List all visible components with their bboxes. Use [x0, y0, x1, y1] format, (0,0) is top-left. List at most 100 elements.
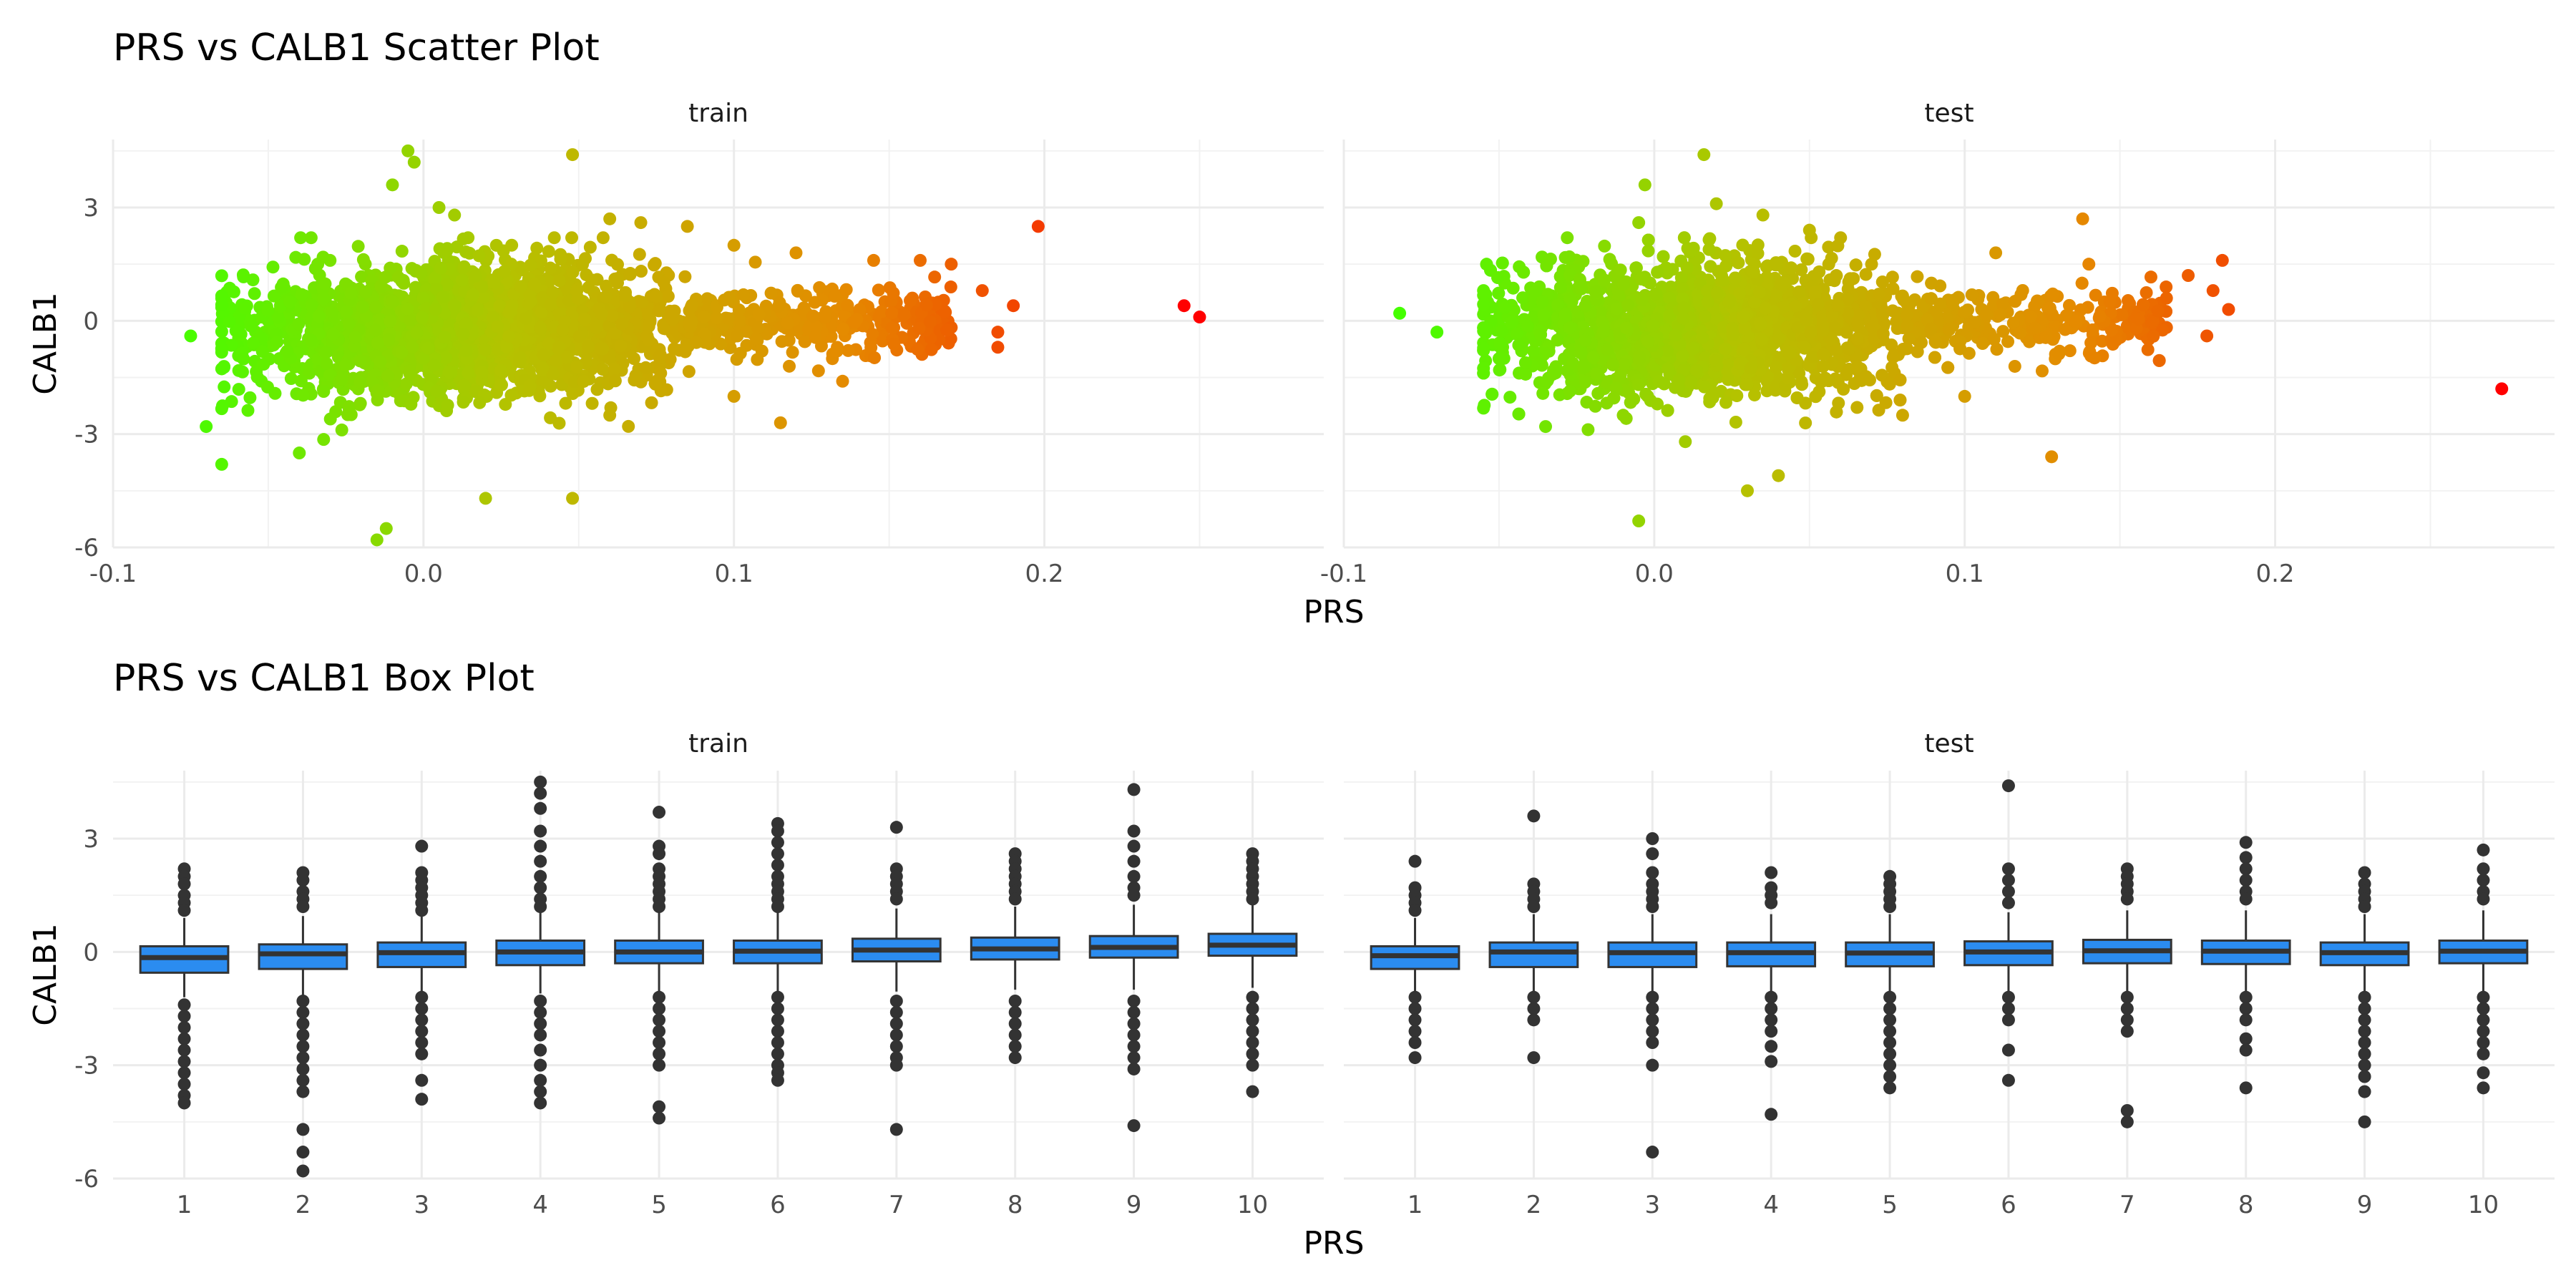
scatter-point — [544, 261, 557, 275]
scatter-point — [215, 342, 228, 356]
scatter-point — [1677, 231, 1691, 245]
scatter-point — [549, 353, 562, 367]
scatter-point — [701, 292, 714, 306]
scatter-point — [1679, 435, 1692, 449]
scatter-point — [1837, 382, 1850, 396]
scatter-point — [2052, 347, 2066, 361]
scatter-point — [774, 416, 787, 429]
scatter-point — [2144, 270, 2157, 284]
x-tick-label: 4 — [532, 1191, 548, 1219]
scatter-point — [904, 294, 917, 308]
scatter-point — [975, 284, 989, 298]
scatter-point — [2160, 291, 2173, 305]
scatter-point — [359, 286, 373, 299]
outlier-point — [177, 1055, 191, 1068]
outlier-point — [177, 1066, 191, 1080]
scatter-point — [791, 283, 804, 297]
box-x-axis-title: PRS — [1303, 1225, 1364, 1262]
scatter-point — [912, 321, 926, 335]
scatter-point — [275, 280, 288, 294]
scatter-point — [1850, 401, 1864, 414]
scatter-point — [887, 337, 901, 351]
scatter-point — [479, 343, 492, 357]
scatter-point — [237, 270, 250, 283]
scatter-point — [1830, 405, 1843, 419]
scatter-point — [1676, 349, 1689, 363]
scatter-point — [633, 248, 646, 261]
scatter-point — [1942, 323, 1956, 336]
scatter-point — [1953, 342, 1967, 356]
scatter-point — [2075, 276, 2089, 290]
scatter-point — [2014, 288, 2028, 301]
scatter-point — [369, 301, 383, 314]
scatter-point — [811, 364, 825, 378]
scatter-point — [806, 309, 820, 323]
scatter-point — [1789, 299, 1802, 313]
scatter-point — [1516, 291, 1530, 305]
scatter-point — [1800, 252, 1814, 265]
scatter-point — [1521, 319, 1535, 333]
scatter-point — [645, 396, 658, 409]
box-title: PRS vs CALB1 Box Plot — [113, 657, 535, 700]
scatter-point — [1684, 375, 1697, 389]
scatter-point — [502, 305, 516, 318]
scatter-point — [1843, 272, 1857, 286]
scatter-point — [1638, 178, 1652, 192]
scatter-point — [395, 245, 409, 258]
outlier-point — [296, 1051, 310, 1065]
scatter-point — [1493, 364, 1506, 377]
scatter-point — [391, 270, 405, 284]
scatter-point — [1795, 378, 1809, 391]
scatter-y-axis-title: CALB1 — [27, 292, 64, 395]
scatter-point — [403, 364, 416, 378]
scatter-point — [497, 265, 511, 278]
scatter-point — [1802, 223, 1816, 237]
scatter-point — [1870, 389, 1883, 402]
scatter-point — [2093, 310, 2107, 323]
scatter-point — [1893, 373, 1907, 386]
scatter-point — [1872, 288, 1885, 301]
scatter-point — [457, 379, 471, 392]
scatter-point — [304, 231, 318, 245]
scatter-point — [2206, 284, 2220, 298]
scatter-point — [1193, 311, 1206, 324]
scatter-point — [1610, 302, 1624, 316]
scatter-point — [1925, 276, 1938, 290]
scatter-point — [1756, 208, 1770, 222]
scatter-point — [1495, 324, 1508, 338]
scatter-point — [2035, 364, 2049, 378]
scatter-point — [320, 356, 333, 370]
scatter-point — [556, 323, 570, 336]
scatter-point — [1601, 343, 1614, 357]
scatter-point — [608, 362, 621, 376]
scatter-point — [1830, 343, 1843, 357]
scatter-point — [304, 333, 318, 347]
scatter-point — [448, 208, 462, 222]
scatter-point — [386, 178, 399, 192]
scatter-point — [353, 376, 367, 389]
scatter-point — [335, 372, 348, 386]
scatter-point — [232, 383, 245, 396]
scatter-point — [323, 412, 337, 426]
scatter-point — [1701, 296, 1714, 309]
scatter-point — [775, 335, 789, 348]
scatter-point — [599, 290, 613, 303]
scatter-point — [316, 250, 330, 264]
scatter-point — [407, 155, 421, 169]
scatter-point — [1632, 514, 1646, 528]
scatter-point — [527, 278, 541, 291]
x-tick-label: 0.0 — [404, 560, 443, 588]
scatter-point — [512, 355, 526, 369]
scatter-point — [502, 330, 516, 343]
scatter-point — [317, 292, 331, 306]
scatter-point — [1729, 415, 1742, 429]
y-tick-label: -3 — [74, 1052, 99, 1080]
scatter-point — [596, 342, 610, 356]
scatter-point — [326, 306, 339, 319]
box-y-axis-title: CALB1 — [27, 923, 64, 1026]
scatter-point — [248, 287, 261, 301]
scatter-point — [736, 288, 750, 301]
scatter-point — [305, 298, 318, 312]
scatter-point — [524, 258, 537, 272]
scatter-point — [813, 280, 826, 294]
